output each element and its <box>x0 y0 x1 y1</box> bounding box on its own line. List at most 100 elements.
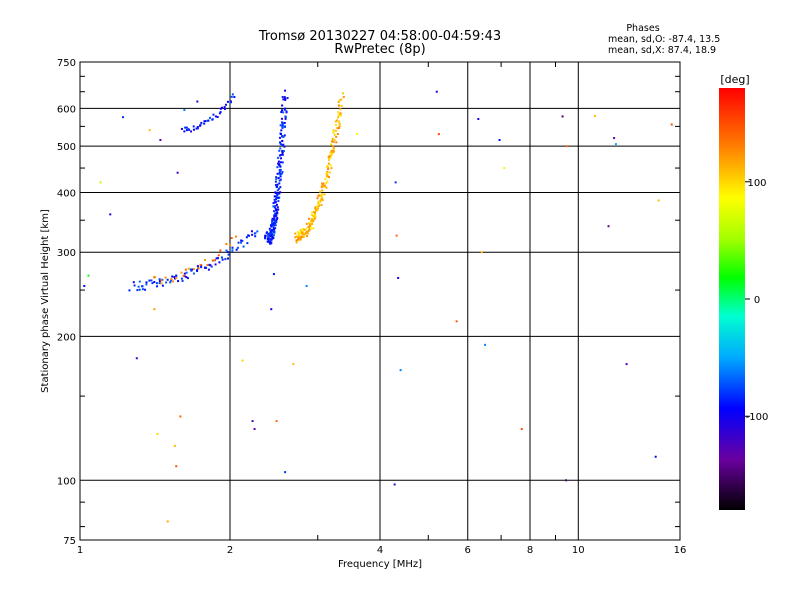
trace-point <box>196 127 199 130</box>
trace-point <box>281 161 284 164</box>
trace-point <box>212 113 215 116</box>
trace-point <box>283 125 286 128</box>
trace-point <box>271 229 274 232</box>
trace-point <box>317 204 320 207</box>
trace-point <box>340 98 343 101</box>
trace-point <box>203 120 206 123</box>
trace-point <box>311 220 314 223</box>
trace-point <box>137 285 140 288</box>
trace-point <box>299 236 302 239</box>
trace-point <box>156 285 159 288</box>
scatter-point <box>498 139 501 142</box>
trace-point <box>314 213 317 216</box>
trace-point <box>279 168 282 171</box>
phase-stats-o: mean, sd,O: -87.4, 13.5 <box>608 34 720 45</box>
colorbar-tick-label: 0 <box>754 295 760 306</box>
trace-point <box>323 184 326 187</box>
scatter-point <box>109 213 112 216</box>
trace-point <box>271 235 274 238</box>
scatter-point <box>657 199 660 202</box>
scatter-point <box>613 137 616 140</box>
trace-point <box>327 175 330 178</box>
trace-point <box>175 276 178 279</box>
trace-point <box>309 223 312 226</box>
y-tick-label: 100 <box>57 476 76 487</box>
trace-point <box>338 122 341 125</box>
trace-point <box>331 149 334 152</box>
trace-point <box>276 217 279 220</box>
trace-point <box>209 116 212 119</box>
trace-point <box>192 272 195 275</box>
echo-traces <box>128 89 345 292</box>
trace-point <box>312 211 315 214</box>
trace-point <box>183 130 186 133</box>
trace-point <box>310 227 313 230</box>
trace-point <box>240 239 243 242</box>
scatter-point <box>607 225 610 228</box>
trace-point <box>182 274 185 277</box>
trace-point <box>158 282 161 285</box>
trace-point <box>151 282 154 285</box>
trace-point <box>298 237 301 240</box>
trace-point <box>279 161 282 164</box>
trace-point <box>271 218 274 221</box>
trace-point <box>301 229 304 232</box>
trace-point <box>161 284 164 287</box>
trace-point <box>279 165 282 168</box>
trace-point <box>317 201 320 204</box>
trace-point <box>332 149 335 152</box>
trace-point <box>279 178 282 181</box>
trace-point <box>295 241 298 244</box>
trace-point <box>237 241 240 244</box>
trace-point <box>316 206 319 209</box>
trace-point <box>141 285 144 288</box>
trace-point <box>192 128 195 131</box>
trace-point <box>299 238 302 241</box>
trace-point <box>273 220 276 223</box>
trace-point <box>301 232 304 235</box>
trace-point <box>330 153 333 156</box>
trace-point <box>316 207 319 210</box>
scatter-point <box>175 465 178 468</box>
trace-point <box>326 165 329 168</box>
trace-point <box>236 246 239 249</box>
trace-point <box>321 189 324 192</box>
trace-point <box>275 192 278 195</box>
trace-point <box>273 218 276 221</box>
trace-point <box>296 236 299 239</box>
trace-point <box>330 143 333 146</box>
trace-point <box>138 288 141 291</box>
trace-point <box>216 115 219 118</box>
trace-point <box>278 149 281 152</box>
trace-point <box>280 121 283 124</box>
trace-point <box>334 120 337 123</box>
trace-point <box>229 244 232 247</box>
scatter-point <box>480 251 483 254</box>
trace-point <box>225 242 228 245</box>
trace-point <box>230 95 233 98</box>
trace-point <box>296 231 299 234</box>
scatter-point <box>275 420 278 423</box>
scatter-point <box>654 455 657 458</box>
trace-point <box>307 230 310 233</box>
trace-point <box>281 151 284 154</box>
trace-point <box>195 127 198 130</box>
trace-point <box>268 242 271 245</box>
trace-point <box>141 288 144 291</box>
trace-point <box>303 228 306 231</box>
trace-point <box>338 125 341 128</box>
trace-point <box>219 107 222 110</box>
trace-point <box>223 105 226 108</box>
scatter-point <box>241 359 244 362</box>
trace-point <box>277 197 280 200</box>
trace-point <box>269 234 272 237</box>
trace-point <box>197 267 200 270</box>
trace-point <box>250 230 253 233</box>
trace-point <box>281 126 284 129</box>
trace-point <box>275 196 278 199</box>
scatter-point <box>356 133 359 136</box>
trace-point <box>184 268 187 271</box>
trace-point <box>227 253 230 256</box>
chart-subtitle: RwPretec (8p) <box>334 42 425 57</box>
trace-point <box>144 288 147 291</box>
